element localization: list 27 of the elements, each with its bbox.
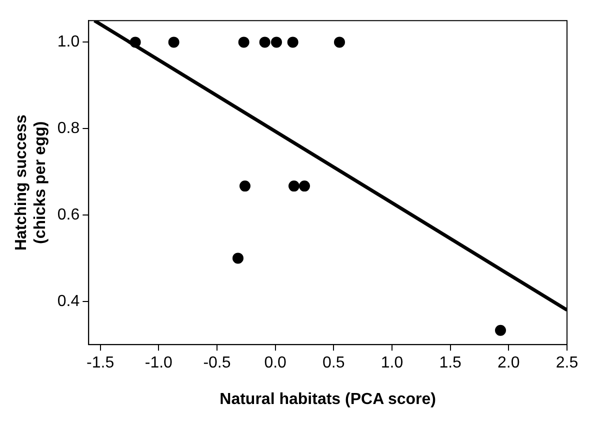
point bbox=[334, 36, 345, 48]
y-tick-label: 0.6 bbox=[57, 206, 80, 224]
x-tick-label: 1.0 bbox=[380, 354, 404, 372]
y-axis-title: Hatching success (chicks per egg) bbox=[13, 114, 50, 251]
point bbox=[288, 180, 300, 192]
x-tick-label: -0.5 bbox=[203, 354, 231, 372]
x-tick-label: 2.5 bbox=[556, 354, 578, 372]
x-tick-label: 1.5 bbox=[439, 354, 462, 372]
point bbox=[298, 180, 310, 192]
x-tick-label: 0.0 bbox=[264, 354, 287, 372]
x-tick-label: -1.0 bbox=[144, 354, 173, 372]
y-tick-label: 0.8 bbox=[57, 120, 80, 138]
point bbox=[270, 36, 282, 48]
point bbox=[130, 36, 141, 48]
point bbox=[238, 36, 250, 48]
point bbox=[168, 36, 180, 48]
y-tick-label: 0.4 bbox=[57, 292, 80, 310]
y-tick-label: 1.0 bbox=[57, 34, 80, 51]
point bbox=[287, 36, 298, 48]
point bbox=[494, 324, 506, 336]
x-axis-title: Natural habitats (PCA score) bbox=[220, 390, 436, 408]
point bbox=[239, 180, 250, 192]
x-tick-label: 0.5 bbox=[322, 354, 345, 372]
point bbox=[259, 36, 270, 48]
x-tick-label: -1.5 bbox=[86, 354, 114, 372]
x-tick-label: 2.0 bbox=[498, 354, 520, 372]
point bbox=[232, 252, 244, 264]
